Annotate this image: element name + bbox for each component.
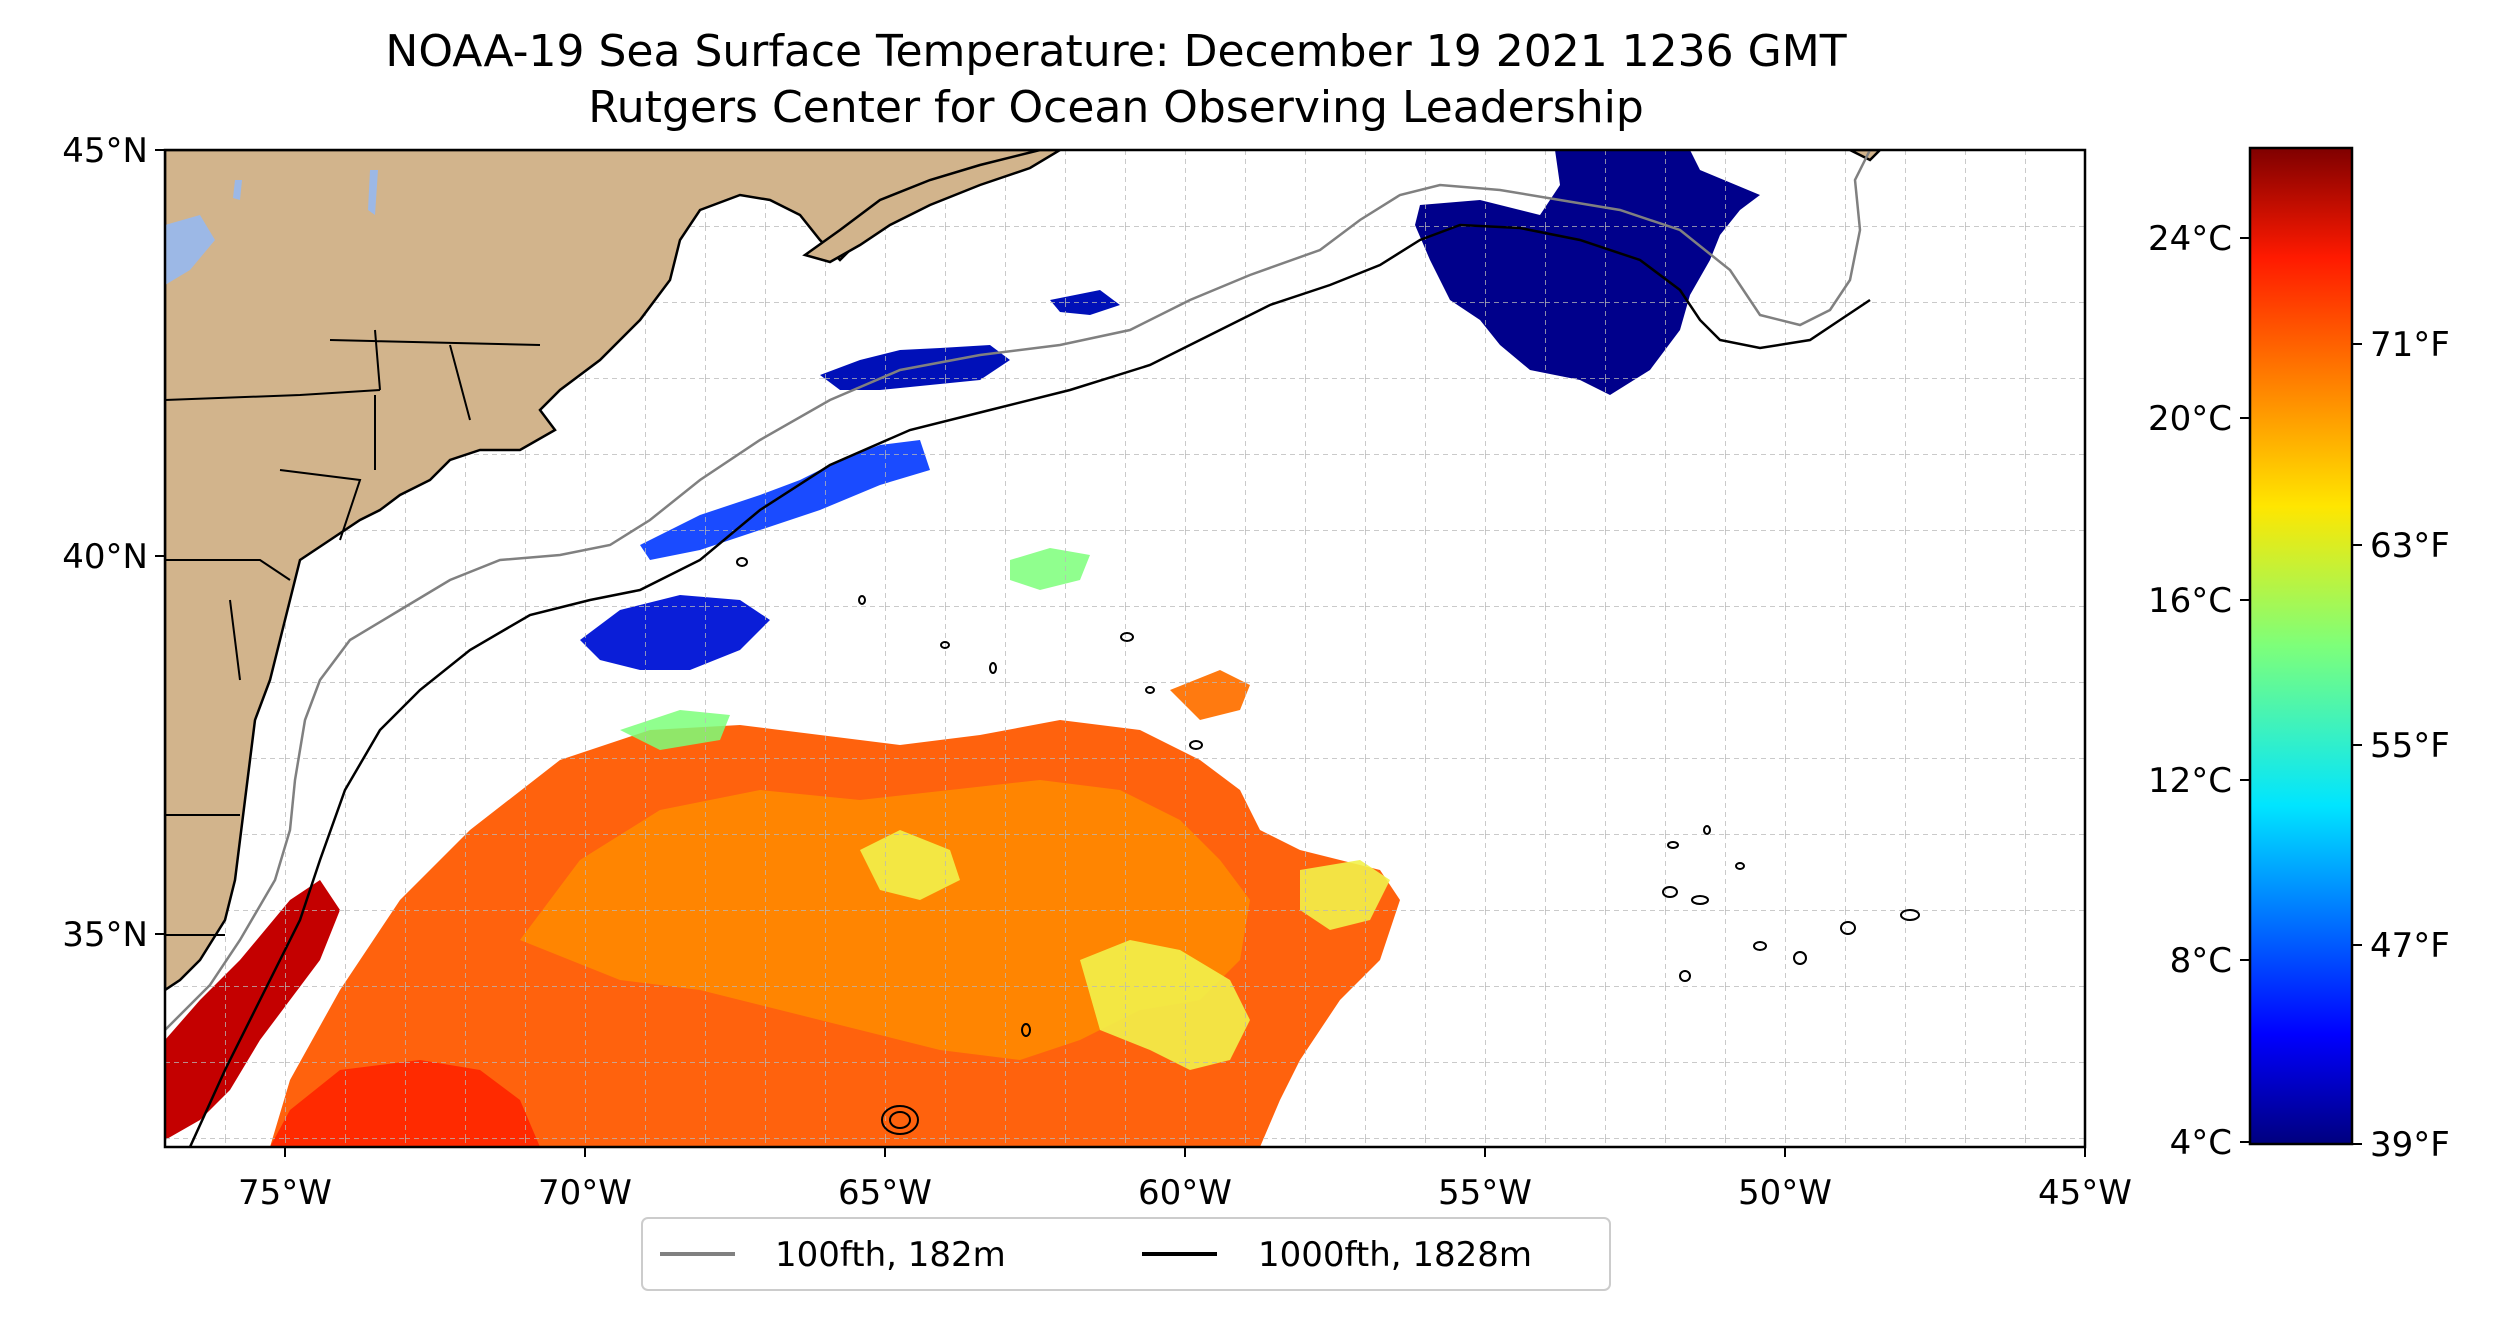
legend-label-100fth: 100fth, 182m xyxy=(775,1235,1006,1275)
colorbar-f-39: 39°F xyxy=(2370,1125,2450,1165)
contour-legend: 100fth, 182m 1000fth, 1828m xyxy=(641,1217,1611,1291)
colorbar-f-47: 47°F xyxy=(2370,926,2450,966)
newfoundland-tip xyxy=(1849,150,1882,162)
colorbar-gradient xyxy=(2248,146,2354,1146)
lat-axis: 45°N 40°N 35°N xyxy=(62,131,165,955)
map-frame xyxy=(163,148,2087,1149)
colorbar-f-71: 71°F xyxy=(2370,325,2450,365)
lon-tick-60w: 60°W xyxy=(1138,1173,1232,1213)
lon-tick-50w: 50°W xyxy=(1738,1173,1832,1213)
lat-tick-40n: 40°N xyxy=(62,537,148,577)
state-borders xyxy=(165,329,541,936)
legend-label-1000fth: 1000fth, 1828m xyxy=(1258,1235,1532,1275)
seamount-contours xyxy=(736,557,1920,1135)
lat-tick-45n: 45°N xyxy=(62,131,148,171)
colorbar-c-24: 24°C xyxy=(2148,219,2232,259)
contour-100fth xyxy=(165,150,1872,1031)
lon-axis: 75°W 70°W 65°W 60°W 55°W 50°W 45°W xyxy=(238,1147,2132,1213)
colorbar-c-16: 16°C xyxy=(2148,581,2232,621)
lon-tick-55w: 55°W xyxy=(1438,1173,1532,1213)
colorbar-c-4: 4°C xyxy=(2170,1123,2232,1163)
colorbar-f-63: 63°F xyxy=(2370,526,2450,566)
map-panel xyxy=(165,150,2085,1147)
colorbar-f-55: 55°F xyxy=(2370,726,2450,766)
colorbar-c-12: 12°C xyxy=(2148,761,2232,801)
colorbar-c-8: 8°C xyxy=(2170,941,2232,981)
lon-tick-45w: 45°W xyxy=(2038,1173,2132,1213)
map-title: NOAA-19 Sea Surface Temperature: Decembe… xyxy=(385,26,1846,77)
colorbar-c-20: 20°C xyxy=(2148,399,2232,439)
lon-tick-65w: 65°W xyxy=(838,1173,932,1213)
contour-1000fth xyxy=(188,223,1871,1147)
nova-scotia xyxy=(802,150,1063,264)
colorbar: 24°C 20°C 16°C 12°C 8°C 4°C 71°F 63°F 55… xyxy=(2148,146,2450,1165)
lat-tick-35n: 35°N xyxy=(62,915,148,955)
lon-tick-70w: 70°W xyxy=(538,1173,632,1213)
map-subtitle: Rutgers Center for Ocean Observing Leade… xyxy=(588,82,1644,133)
lon-tick-75w: 75°W xyxy=(238,1173,332,1213)
